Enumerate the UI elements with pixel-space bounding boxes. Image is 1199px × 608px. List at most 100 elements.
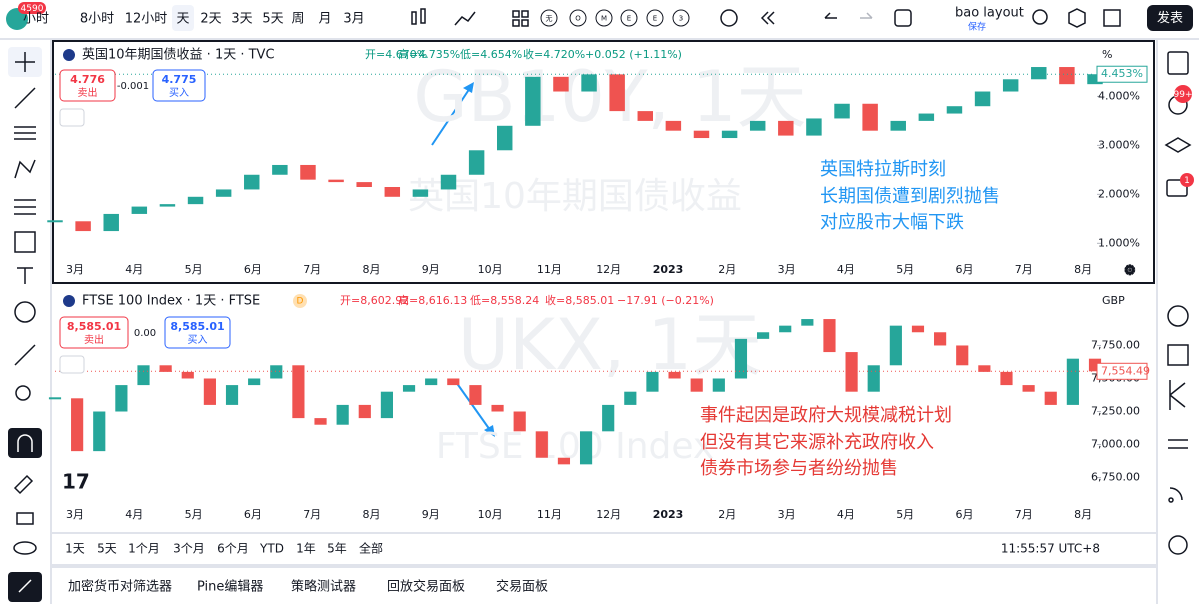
candle bbox=[48, 397, 62, 400]
marker-icon[interactable] bbox=[595, 9, 613, 27]
drawing-tools[interactable] bbox=[8, 47, 42, 602]
buy-button[interactable] bbox=[152, 69, 206, 102]
range-button[interactable]: 5年 bbox=[327, 542, 347, 556]
x-tick-label: 6月 bbox=[244, 263, 262, 276]
buy-label[interactable]: 买入 bbox=[188, 334, 208, 346]
candle bbox=[402, 385, 416, 392]
marker-icon[interactable] bbox=[646, 9, 664, 27]
x-tick-label: 4月 bbox=[837, 508, 855, 521]
candle bbox=[1044, 391, 1057, 405]
candle bbox=[1087, 74, 1103, 85]
interval-active bbox=[172, 5, 194, 31]
bottom-tab[interactable]: 回放交易面板 bbox=[387, 579, 465, 595]
x-tick-label: 6月 bbox=[244, 508, 262, 521]
collapse-button[interactable] bbox=[59, 355, 85, 374]
range-button[interactable]: 1年 bbox=[296, 542, 316, 556]
layout-name[interactable]: bao layout bbox=[955, 6, 1024, 21]
range-button[interactable]: 5天 bbox=[97, 542, 117, 556]
range-button[interactable]: YTD bbox=[259, 542, 284, 556]
sell-label[interactable]: 卖出 bbox=[78, 86, 98, 99]
candle bbox=[867, 365, 880, 392]
publish-button[interactable] bbox=[1147, 5, 1193, 31]
ohlc: 开=4.670% bbox=[365, 48, 427, 61]
range-button[interactable]: 1天 bbox=[65, 542, 85, 556]
interval[interactable]: 周 bbox=[291, 12, 304, 27]
alerts-badge-bg bbox=[1174, 85, 1192, 103]
candle bbox=[889, 325, 902, 366]
candle bbox=[665, 120, 682, 131]
candle bbox=[778, 120, 794, 136]
sell-button[interactable] bbox=[59, 69, 116, 102]
marker-label: 无 bbox=[546, 15, 553, 23]
range-button[interactable]: 3个月 bbox=[173, 542, 205, 556]
annotation: 但没有其它来源补充政府收入 bbox=[700, 432, 934, 453]
interval[interactable]: 3月 bbox=[343, 12, 364, 27]
buy-button[interactable] bbox=[164, 316, 231, 349]
candle bbox=[779, 325, 792, 333]
sell-price[interactable]: 4.776 bbox=[70, 73, 105, 86]
interval[interactable]: 5天 bbox=[262, 12, 283, 27]
candle bbox=[693, 130, 710, 139]
x-tick-label: 10月 bbox=[478, 263, 503, 276]
sell-button[interactable] bbox=[59, 316, 129, 349]
marker-icon[interactable] bbox=[569, 9, 587, 27]
candle bbox=[646, 371, 659, 392]
bottom-tab[interactable]: 策略测试器 bbox=[291, 579, 356, 595]
candle bbox=[757, 332, 770, 339]
marker-icon[interactable] bbox=[672, 9, 690, 27]
annotation: 事件起因是政府大规模减税计划 bbox=[700, 405, 952, 426]
logo: 17 bbox=[62, 470, 90, 494]
ohlc: 高=4.735% bbox=[398, 47, 460, 61]
sell-label[interactable]: 卖出 bbox=[84, 333, 104, 346]
candle bbox=[292, 365, 305, 419]
candle bbox=[300, 164, 316, 180]
candle bbox=[690, 378, 703, 392]
bottom-tab[interactable]: Pine编辑器 bbox=[197, 580, 263, 595]
interval[interactable]: 天 bbox=[176, 12, 189, 27]
candle bbox=[557, 457, 571, 465]
candle bbox=[801, 319, 814, 326]
marker-icon[interactable] bbox=[620, 9, 638, 27]
sell-price[interactable]: 8,585.01 bbox=[67, 320, 121, 333]
sidebar-icons[interactable] bbox=[1164, 51, 1192, 555]
top-toolbar bbox=[0, 0, 1199, 38]
settings-icon[interactable]: ⚙ bbox=[1123, 263, 1136, 280]
y-tick-label: 7,250.00 bbox=[1091, 405, 1140, 418]
x-tick-label: 5月 bbox=[185, 263, 203, 276]
interval[interactable]: 小时 bbox=[23, 12, 49, 27]
collapse-button[interactable] bbox=[59, 108, 85, 127]
active-pane-border bbox=[52, 40, 1155, 284]
candle bbox=[513, 411, 526, 432]
candle bbox=[1022, 385, 1035, 392]
range-button[interactable]: 全部 bbox=[359, 541, 383, 556]
marker-icon[interactable] bbox=[540, 9, 558, 27]
candle bbox=[270, 365, 283, 379]
candle bbox=[525, 76, 541, 126]
candle bbox=[384, 187, 401, 197]
range-button[interactable]: 6个月 bbox=[217, 542, 249, 556]
bottom-tab[interactable]: 交易面板 bbox=[496, 579, 548, 595]
bottom-tab[interactable]: 加密货币对筛选器 bbox=[68, 579, 172, 595]
range-button[interactable]: 1个月 bbox=[128, 542, 160, 556]
buy-price[interactable]: 8,585.01 bbox=[170, 320, 224, 333]
interval[interactable]: 2天 bbox=[200, 12, 221, 27]
candle bbox=[47, 220, 63, 223]
save-label[interactable]: 保存 bbox=[968, 21, 986, 33]
candle bbox=[159, 204, 176, 207]
badge: D bbox=[297, 297, 304, 307]
interval[interactable]: 12小时 bbox=[125, 12, 168, 27]
candle bbox=[535, 431, 548, 458]
interval[interactable]: 3天 bbox=[231, 12, 252, 27]
candle bbox=[581, 74, 597, 92]
buy-label[interactable]: 买入 bbox=[169, 87, 189, 99]
candle bbox=[862, 103, 878, 131]
spread: -0.001 bbox=[117, 81, 149, 92]
interval[interactable]: 8小时 bbox=[80, 12, 114, 27]
x-tick-label: 5月 bbox=[896, 508, 914, 521]
interval[interactable]: 月 bbox=[318, 12, 331, 27]
publish-label[interactable]: 发表 bbox=[1157, 10, 1183, 26]
price-label: 4.453% bbox=[1101, 67, 1143, 80]
x-tick-label: 3月 bbox=[778, 508, 796, 521]
buy-price[interactable]: 4.775 bbox=[162, 73, 197, 86]
ohlc: 高=8,616.13 bbox=[398, 293, 467, 307]
